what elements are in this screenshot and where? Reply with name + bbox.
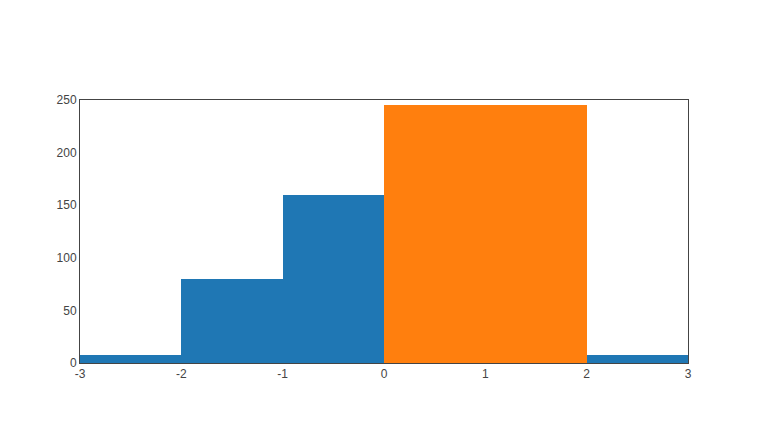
svg-text:200: 200 [57,146,77,160]
svg-text:100: 100 [57,251,77,265]
svg-text:50: 50 [63,304,77,318]
svg-text:1: 1 [482,367,489,381]
svg-text:3: 3 [685,367,692,381]
svg-text:-1: -1 [277,367,288,381]
svg-text:0: 0 [70,356,77,370]
svg-text:0: 0 [381,367,388,381]
svg-text:-2: -2 [176,367,187,381]
svg-text:-3: -3 [75,367,86,381]
svg-text:250: 250 [57,93,77,107]
svg-text:150: 150 [57,198,77,212]
svg-text:2: 2 [583,367,590,381]
